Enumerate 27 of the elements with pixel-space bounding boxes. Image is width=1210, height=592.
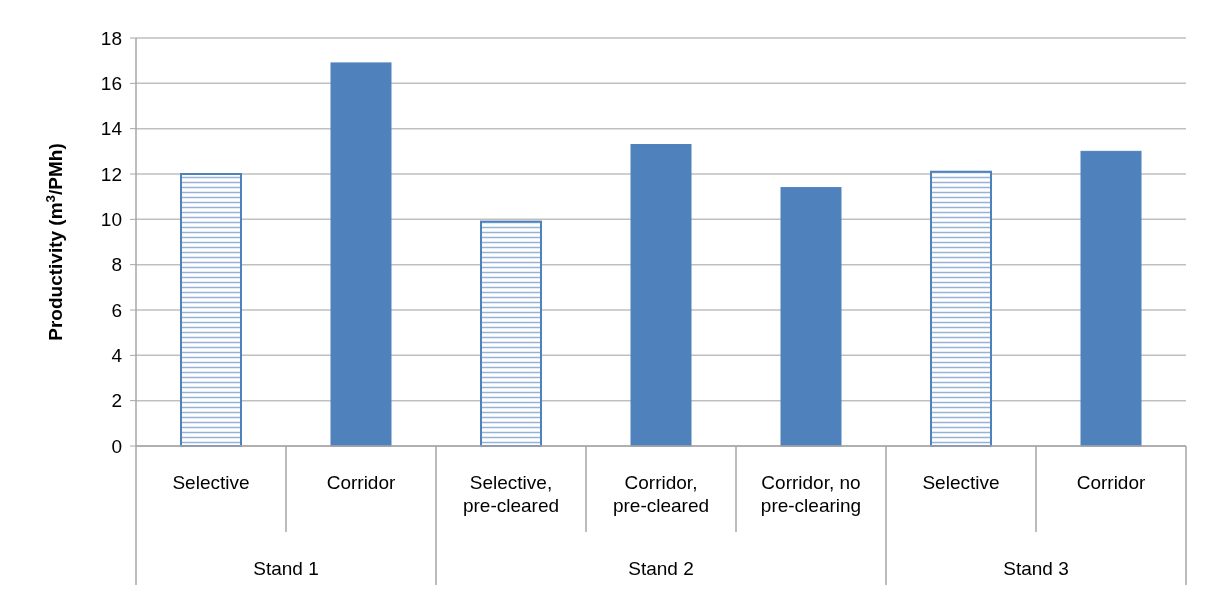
text: Stand 3 — [1003, 557, 1069, 579]
x-tick-label: Selective — [172, 471, 250, 493]
y-tick-label: 8 — [111, 254, 122, 276]
x-tick-label: Corridor, pre-cleared — [612, 471, 710, 517]
y-tick-label: 6 — [111, 299, 122, 321]
y-tick-label: 16 — [100, 72, 122, 94]
y-tick-label: 18 — [100, 27, 122, 49]
x-tick-label: Corridor — [1076, 471, 1146, 493]
bar — [330, 62, 392, 447]
bar — [480, 220, 542, 447]
text: Stand 2 — [628, 557, 694, 579]
y-tick-label: 0 — [111, 435, 122, 457]
bar — [780, 187, 842, 447]
y-tick-label: 4 — [111, 344, 123, 366]
x-tick-label: Selective — [922, 471, 1000, 493]
x-tick-label: Corridor — [326, 471, 396, 493]
bar — [930, 170, 992, 447]
bar — [630, 144, 692, 447]
y-tick-label: 12 — [100, 163, 122, 185]
x-tick-label: Corridor, no pre-clearing — [760, 471, 862, 517]
y-tick-label: 14 — [100, 118, 123, 140]
x-tick-label: Selective, pre-cleared — [462, 471, 560, 517]
bar — [180, 173, 242, 447]
bar — [1080, 150, 1142, 447]
y-tick-label: 2 — [111, 390, 122, 412]
y-tick-label: 10 — [100, 208, 122, 230]
text: Stand 1 — [253, 557, 319, 579]
